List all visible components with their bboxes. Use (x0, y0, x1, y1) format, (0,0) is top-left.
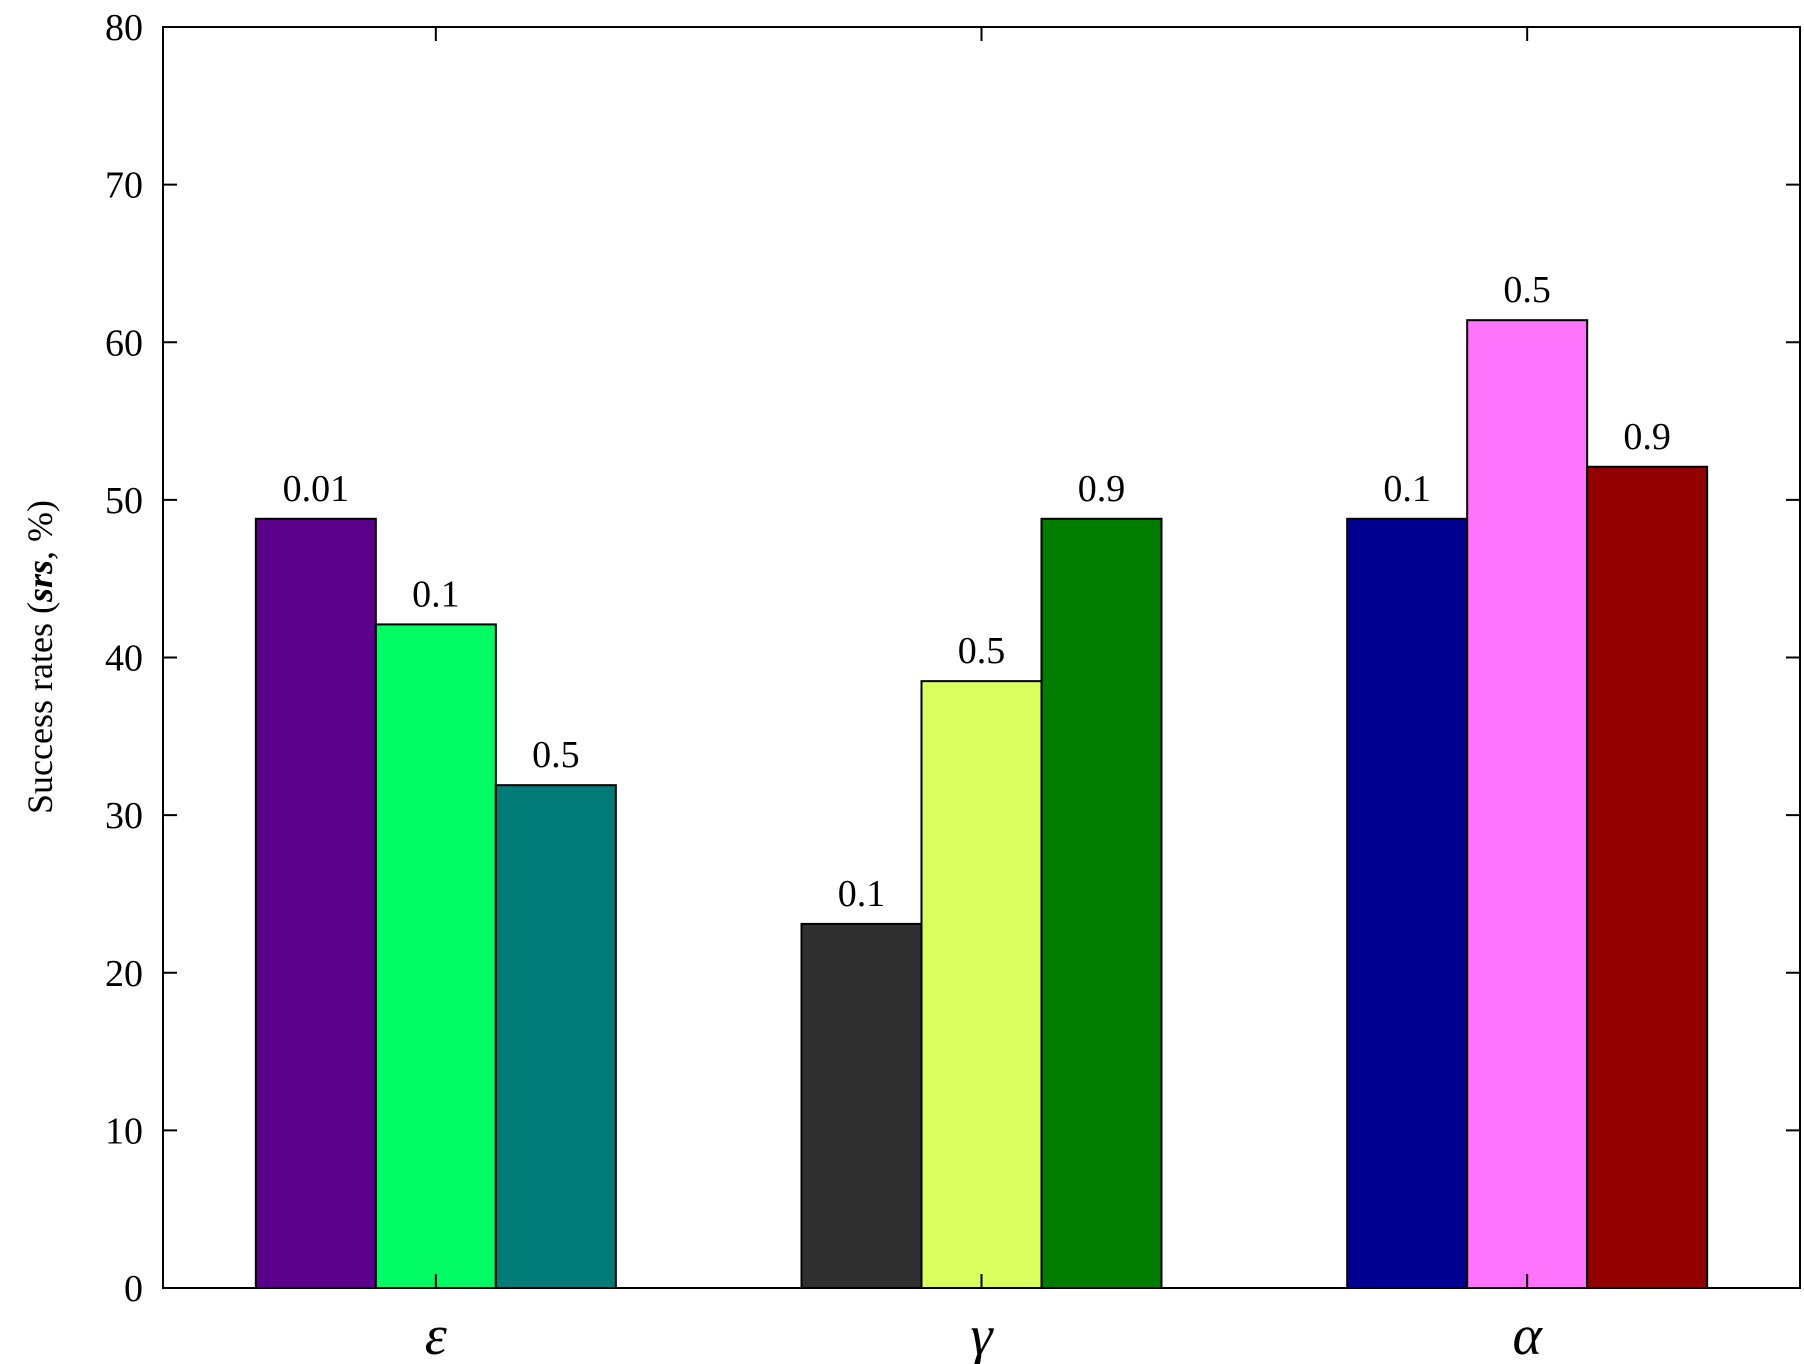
bar-1-2 (1040, 517, 1163, 1289)
bar-data-label: 0.1 (1383, 468, 1431, 510)
bar-data-label: 0.01 (283, 468, 350, 510)
bar-2-2 (1586, 465, 1709, 1289)
bar-data-label: 0.1 (412, 573, 460, 615)
bar-data-label: 0.5 (1503, 269, 1551, 311)
bar-2-0 (1346, 517, 1469, 1289)
y-tick-label: 70 (105, 165, 143, 207)
bar-data-label: 0.9 (1078, 468, 1126, 510)
y-axis-label-part-3: , %) (20, 500, 60, 560)
bar-1-1 (920, 680, 1043, 1289)
category-label: γ (970, 1305, 994, 1364)
y-tick-label: 50 (105, 480, 143, 522)
bar-data-label: 0.1 (838, 873, 886, 915)
y-tick-label: 20 (105, 953, 143, 995)
y-tick-label: 0 (124, 1268, 143, 1310)
bars-layer: 0.01 0.1 0.5 0.1 0.5 0.9 0.1 0.5 0.9 (254, 269, 1709, 1290)
bar-0-2 (494, 784, 617, 1290)
bar-data-label: 0.5 (958, 630, 1006, 672)
y-tick-label: 10 (105, 1110, 143, 1152)
bar-1-0 (800, 922, 923, 1289)
bar-0-0 (254, 517, 377, 1289)
category-label: α (1512, 1305, 1543, 1364)
y-tick-label: 60 (105, 322, 143, 364)
category-label: ε (425, 1305, 448, 1364)
bar-data-label: 0.5 (532, 734, 580, 776)
y-axis-label-part-2: srs (20, 560, 60, 603)
y-tick-label: 30 (105, 795, 143, 837)
y-axis-label: Success rates (srs, %) (20, 500, 60, 814)
bar-0-1 (374, 623, 497, 1289)
bar-2-1 (1466, 319, 1589, 1289)
y-axis: 0 10 20 30 40 50 60 70 80 (105, 7, 1800, 1310)
y-axis-label-part-1: Success rates ( (20, 602, 60, 814)
y-tick-label: 80 (105, 7, 143, 49)
y-tick-label: 40 (105, 638, 143, 680)
bar-data-label: 0.9 (1623, 416, 1671, 458)
